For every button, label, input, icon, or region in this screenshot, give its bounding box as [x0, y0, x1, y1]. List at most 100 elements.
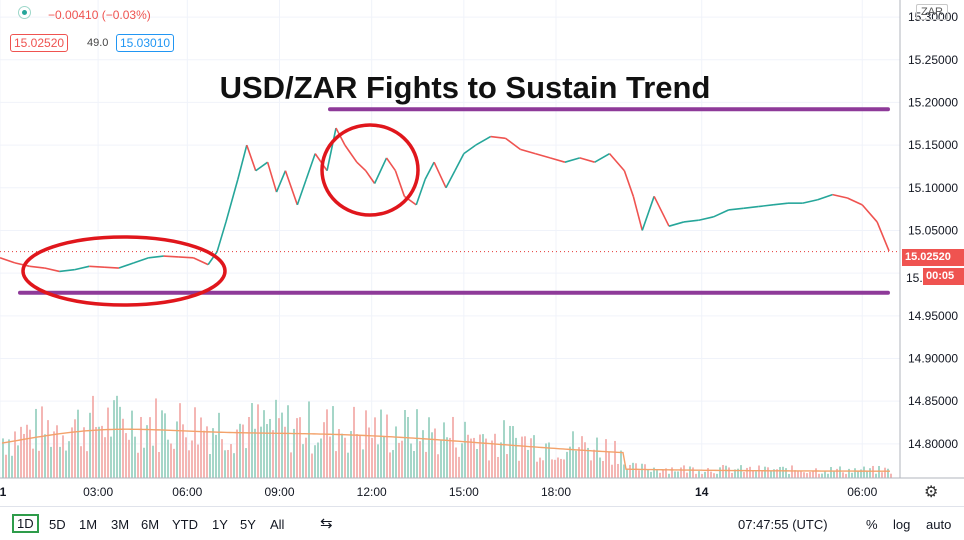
range-3m[interactable]: 3M	[111, 517, 130, 532]
time-tick-label: 14	[695, 485, 709, 499]
volume-bar	[146, 425, 148, 478]
price-segment	[29, 265, 45, 269]
price-segment	[623, 170, 635, 197]
volume-bar	[152, 445, 154, 478]
price-segment	[564, 157, 581, 163]
volume-bar	[143, 447, 145, 478]
volume-bar	[794, 470, 796, 478]
volume-bar	[770, 471, 772, 478]
percent-toggle[interactable]: %	[866, 517, 878, 532]
volume-bar	[275, 399, 277, 478]
volume-bar	[50, 446, 52, 478]
settings-gear-icon[interactable]: ⚙	[924, 484, 939, 501]
range-5y[interactable]: 5Y	[240, 517, 256, 532]
time-tick-label: 12:00	[357, 485, 387, 499]
range-1m[interactable]: 1M	[79, 517, 98, 532]
volume-bar	[593, 449, 595, 478]
volume-bar	[65, 450, 67, 478]
volume-bar	[137, 452, 139, 478]
volume-bar	[809, 471, 811, 478]
volume-bar	[605, 439, 607, 478]
volume-bar	[83, 427, 85, 478]
volume-bar	[560, 458, 562, 478]
volume-bar	[254, 428, 256, 478]
volume-bar	[269, 418, 271, 478]
volume-bar	[632, 462, 634, 478]
range-1d[interactable]: 1D	[12, 514, 39, 533]
price-segment	[344, 144, 358, 163]
price-tick-label: 15.30000	[908, 10, 958, 24]
volume-bar	[188, 450, 190, 478]
volume-bar	[818, 473, 820, 478]
volume-bar	[512, 426, 514, 478]
range-6m[interactable]: 6M	[141, 517, 160, 532]
volume-bar	[815, 468, 817, 478]
volume-bar	[101, 425, 103, 478]
volume-bar	[371, 437, 373, 478]
bid-price[interactable]: 15.02520	[10, 34, 69, 52]
volume-bar	[368, 427, 370, 478]
volume-bar	[233, 453, 235, 478]
volume-bar	[107, 407, 109, 478]
volume-bar	[539, 457, 541, 478]
price-segment	[178, 256, 194, 259]
volume-bar	[44, 434, 46, 478]
volume-bar	[638, 470, 640, 478]
price-segment	[743, 205, 759, 210]
time-tick-label: 06:00	[847, 485, 877, 499]
volume-bar	[284, 426, 286, 478]
volume-bar	[35, 408, 37, 478]
volume-bar	[518, 460, 520, 478]
volume-bar	[509, 425, 511, 478]
volume-bar	[458, 456, 460, 478]
volume-bar	[380, 409, 382, 478]
volume-bar	[239, 423, 241, 478]
utc-clock[interactable]: 07:47:55 (UTC)	[738, 517, 828, 532]
volume-bar	[56, 425, 58, 478]
auto-toggle[interactable]: auto	[926, 517, 952, 532]
price-segment	[847, 197, 863, 206]
volume-bar	[644, 464, 646, 478]
volume-bar	[668, 473, 670, 478]
volume-bar	[335, 451, 337, 478]
range-5d[interactable]: 5D	[49, 517, 66, 532]
volume-bar	[398, 442, 400, 478]
volume-bar	[110, 436, 112, 478]
volume-bar	[200, 417, 202, 478]
volume-bar	[485, 438, 487, 478]
volume-bar	[461, 443, 463, 478]
volume-bar	[734, 469, 736, 478]
time-tick-label: 11	[0, 485, 7, 499]
date-range-icon[interactable]: ⇆	[320, 515, 333, 532]
price-segment	[225, 179, 239, 223]
volume-bar	[320, 438, 322, 478]
volume-bar	[302, 444, 304, 478]
volume-bar	[599, 457, 601, 478]
price-segment	[817, 193, 833, 201]
volume-bar	[365, 410, 367, 478]
volume-bar	[26, 424, 28, 478]
volume-bar	[569, 446, 571, 478]
price-segment	[104, 266, 119, 269]
volume-bar	[776, 469, 778, 478]
log-toggle[interactable]: log	[893, 517, 911, 532]
currency-label[interactable]: ZAR	[916, 4, 948, 20]
volume-bar	[344, 437, 346, 478]
price-segment	[433, 161, 447, 189]
range-all[interactable]: All	[270, 517, 285, 532]
volume-bar	[536, 461, 538, 478]
volume-bar	[545, 443, 547, 478]
volume-bar	[482, 434, 484, 478]
volume-bar	[230, 444, 232, 478]
volume-bar	[182, 424, 184, 478]
price-tick-label: 15.10000	[908, 181, 958, 195]
volume-bar	[878, 466, 880, 478]
price-segment	[698, 216, 714, 222]
range-ytd[interactable]: YTD	[172, 517, 198, 532]
ask-price[interactable]: 15.03010	[116, 34, 175, 52]
volume-bar	[881, 472, 883, 478]
range-1y[interactable]: 1Y	[212, 517, 228, 532]
volume-bar	[767, 467, 769, 478]
price-segment	[758, 204, 774, 208]
